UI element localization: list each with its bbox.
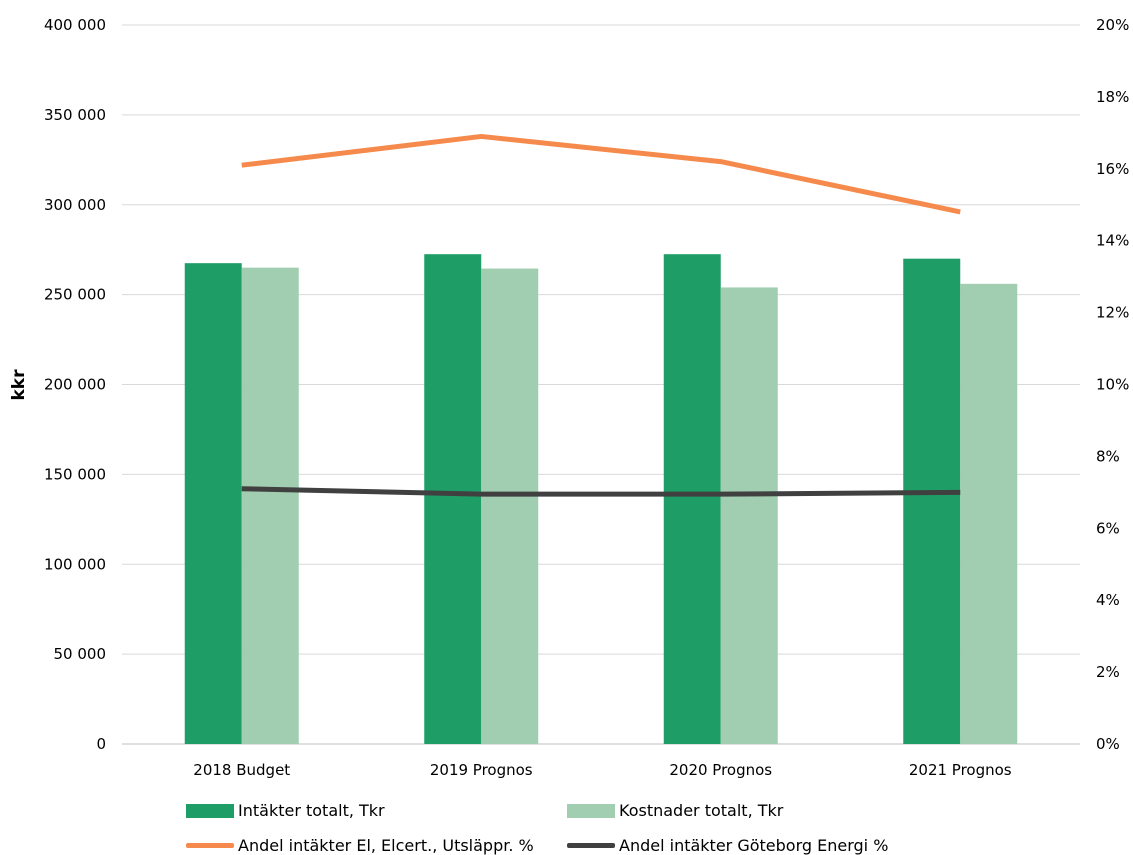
y-tick-label: 300 000 (44, 196, 106, 214)
bar (903, 258, 961, 744)
x-tick-label: 2018 Budget (193, 761, 290, 779)
y-tick-label: 400 000 (44, 16, 106, 34)
x-tick-label: 2020 Prognos (669, 761, 772, 779)
legend-label-andel-ge: Andel intäkter Göteborg Energi % (619, 836, 889, 855)
legend-swatch-intakter (186, 803, 234, 818)
y-tick-label: 100 000 (44, 555, 106, 573)
y2-tick-label: 14% (1096, 232, 1129, 250)
bar (663, 254, 721, 744)
axis-ticks: 0 50 000 100 000 150 000 200 000 250 000 300 0… (44, 16, 1129, 779)
series-lines (241, 133, 961, 497)
series-line (241, 133, 961, 215)
y2-tick-label: 4% (1096, 591, 1120, 609)
legend-item-intakter: Intäkter totalt, Tkr (186, 801, 385, 820)
bar (241, 267, 299, 744)
legend-swatch-andel-el (186, 843, 234, 848)
y-axis-label: kkr (9, 369, 29, 401)
y-tick-label: 0 (96, 735, 106, 753)
y2-tick-label: 6% (1096, 519, 1120, 537)
y2-tick-label: 0% (1096, 735, 1120, 753)
y2-tick-label: 2% (1096, 663, 1120, 681)
y2-tick-label: 10% (1096, 376, 1129, 394)
legend-item-andel-el: Andel intäkter El, Elcert., Utsläppr. % (186, 836, 534, 855)
legend-swatch-andel-ge (567, 843, 615, 848)
bars (184, 254, 1018, 744)
y-tick-label: 200 000 (44, 376, 106, 394)
bar (424, 254, 482, 744)
legend-item-andel-ge: Andel intäkter Göteborg Energi % (567, 836, 888, 855)
legend-swatch-kostnader (567, 803, 615, 818)
bar (960, 283, 1018, 744)
y2-tick-label: 12% (1096, 304, 1129, 322)
x-tick-label: 2021 Prognos (909, 761, 1012, 779)
y2-tick-label: 20% (1096, 16, 1129, 34)
y-tick-label: 350 000 (44, 106, 106, 124)
y2-tick-label: 8% (1096, 447, 1120, 465)
bar (720, 287, 778, 744)
series-line (241, 486, 961, 497)
legend-label-andel-el: Andel intäkter El, Elcert., Utsläppr. % (238, 836, 534, 855)
legend-item-kostnader: Kostnader totalt, Tkr (567, 801, 783, 820)
y-tick-label: 50 000 (54, 645, 107, 663)
legend-label-intakter: Intäkter totalt, Tkr (238, 801, 385, 820)
y2-tick-label: 18% (1096, 88, 1129, 106)
y-tick-label: 250 000 (44, 286, 106, 304)
legend-label-kostnader: Kostnader totalt, Tkr (619, 801, 784, 820)
y2-tick-label: 16% (1096, 160, 1129, 178)
y-tick-label: 150 000 (44, 465, 106, 483)
x-tick-label: 2019 Prognos (430, 761, 533, 779)
bar (184, 263, 242, 744)
bar (481, 268, 539, 744)
